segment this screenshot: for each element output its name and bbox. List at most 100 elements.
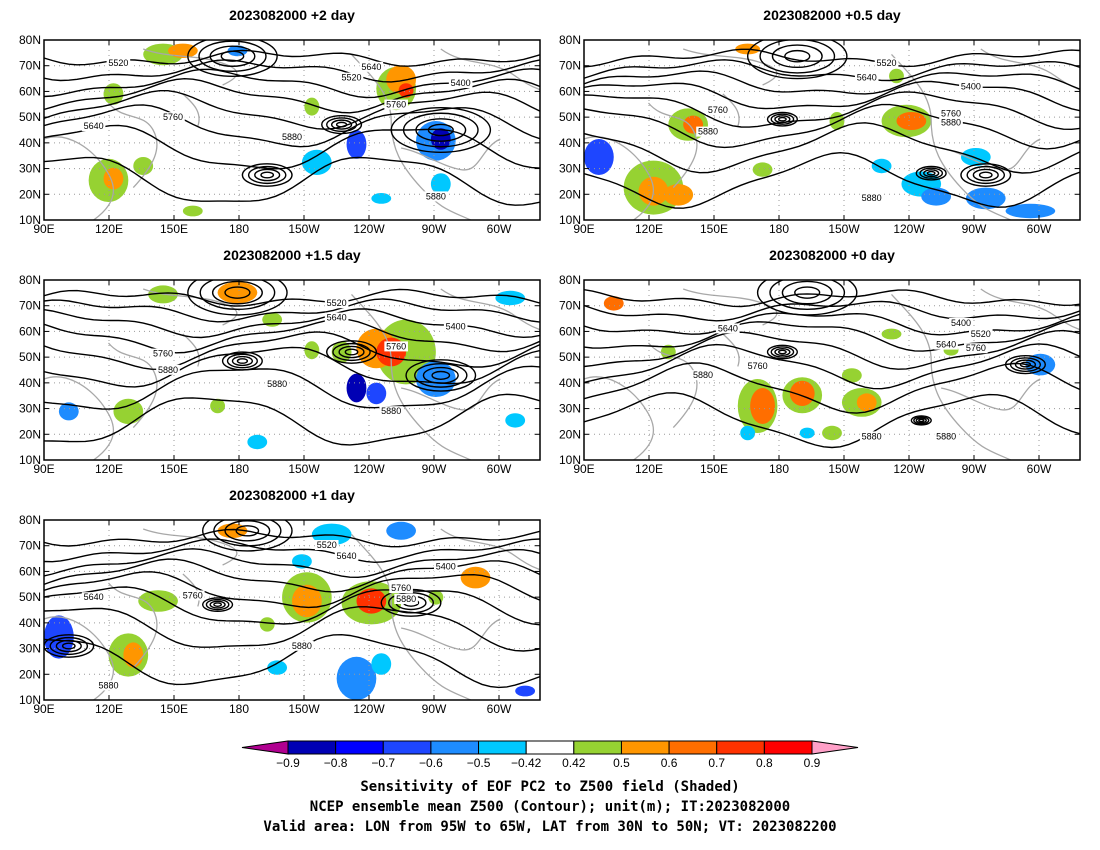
closed-contour (414, 362, 468, 388)
contour-line (584, 48, 1080, 68)
lat-tick-label: 10N (559, 213, 581, 227)
contour-label-bg (949, 318, 973, 328)
closed-contour (972, 168, 999, 182)
closed-contour (960, 163, 1012, 187)
closed-contour (784, 49, 811, 63)
shading-region (267, 660, 288, 675)
colorbar-swatch (763, 740, 813, 755)
lon-tick-label: 60W (487, 222, 512, 236)
shading-region (460, 566, 491, 589)
lat-tick-label: 30N (19, 162, 41, 176)
contour-line (584, 289, 1080, 308)
contour-label: 5880 (426, 191, 446, 201)
shading-region (398, 83, 414, 98)
map-frame (583, 279, 1081, 461)
contour-label-bg (334, 550, 359, 561)
coastline-segment (400, 138, 501, 171)
contour-label: 5880 (158, 365, 178, 375)
closed-contour (209, 600, 226, 609)
contour-line (584, 122, 1080, 174)
shading-region (789, 380, 815, 406)
lon-tick-label: 120E (95, 702, 123, 716)
closed-contour (777, 349, 787, 355)
coastline-segment (107, 102, 158, 189)
coastline-segment (400, 378, 501, 411)
contour-label-bg (280, 132, 304, 142)
contour-line (44, 331, 540, 371)
lon-tick-label: 120E (95, 222, 123, 236)
contour-line (44, 124, 540, 170)
map-frame (43, 279, 541, 461)
closed-contour (326, 340, 378, 364)
shading-region (138, 590, 178, 612)
lat-tick-label: 50N (19, 590, 41, 604)
coastline-segment (107, 582, 158, 669)
closed-contour (213, 602, 223, 607)
lat-tick-label: 40N (19, 376, 41, 390)
lat-tick-label: 80N (19, 273, 41, 287)
contour-line (44, 606, 540, 652)
coastline-segment (44, 136, 114, 220)
contour-label: 5640 (857, 73, 877, 83)
lon-tick-label: 60W (487, 702, 512, 716)
lon-tick-label: 120E (635, 462, 663, 476)
contour-label: 5520 (877, 58, 897, 68)
shading-region (366, 382, 387, 405)
lat-tick-label: 50N (19, 110, 41, 124)
contour-label-bg (290, 640, 314, 651)
shading-region (44, 615, 74, 659)
shading-region (292, 584, 322, 618)
colorbar-label: 0.6 (661, 756, 678, 770)
contour-lines (44, 40, 540, 206)
contour-label: 5400 (951, 318, 971, 328)
shading-region (371, 653, 392, 675)
closed-contour (390, 106, 492, 154)
colorbar-label: 0.7 (708, 756, 725, 770)
shading-region (750, 388, 775, 424)
contour-label: 5520 (342, 73, 362, 83)
closed-contour (187, 280, 288, 316)
closed-contour (966, 165, 1006, 185)
colorbar-swatch (335, 740, 384, 755)
contour-label-bg (448, 78, 473, 88)
contour-line (44, 156, 540, 206)
contour-line (584, 91, 1080, 131)
colorbar-label: −0.8 (324, 756, 348, 770)
contour-label-bg (96, 680, 121, 691)
contour-label: 5640 (84, 121, 104, 131)
closed-contour (55, 639, 82, 653)
contour-label-bg (939, 117, 963, 128)
contour-line (584, 151, 1080, 209)
contour-label: 5880 (862, 193, 882, 203)
lat-tick-label: 10N (19, 453, 41, 467)
shading-region (133, 157, 154, 175)
contour-line (44, 393, 540, 446)
contour-label: 5400 (451, 78, 471, 88)
colorbar-swatch (430, 740, 480, 755)
caption-line-3: Valid area: LON from 95W to 65W, LAT fro… (263, 819, 836, 835)
lon-tick-label: 90W (422, 462, 447, 476)
shading-region (371, 193, 392, 204)
shading-region (58, 402, 79, 421)
shading-region (430, 173, 451, 195)
lat-tick-label: 80N (19, 33, 41, 47)
shading-region (584, 139, 614, 175)
lon-tick-label: 150E (160, 702, 188, 716)
colorbar-swatch (287, 740, 337, 755)
map-panel-p05: 5520564054005760588057605880588080N70N60… (559, 33, 1081, 236)
lon-tick-label: 90E (573, 462, 594, 476)
contour-label-bg (745, 361, 770, 372)
gridlines (44, 40, 540, 220)
contour-line (584, 312, 1080, 336)
lon-tick-label: 150W (288, 702, 320, 716)
contour-line (584, 343, 1080, 390)
coastline-segment (891, 293, 1011, 460)
contour-label: 5760 (386, 100, 406, 110)
caption-line-1: Sensitivity of EOF PC2 to Z500 field (Sh… (360, 779, 739, 795)
lat-tick-label: 40N (559, 136, 581, 150)
closed-contour (202, 520, 293, 552)
contour-line (44, 77, 540, 114)
coastline-segment (351, 293, 471, 460)
lon-tick-label: 60W (1027, 222, 1052, 236)
